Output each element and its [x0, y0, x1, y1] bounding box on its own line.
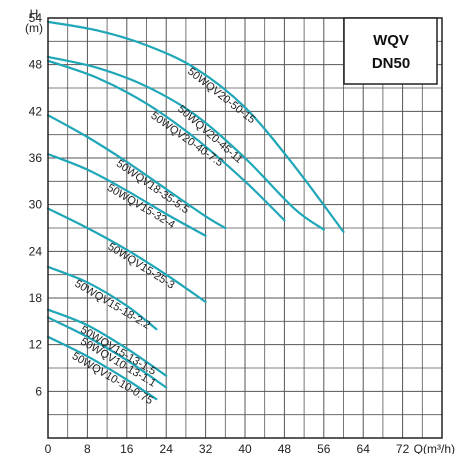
- y-tick-label: 42: [29, 104, 43, 118]
- curve-label-layer: 50WQV20-50-1550WQV20-45-1150WQV20-40-7.5…: [70, 66, 258, 408]
- series-curve: [46, 59, 286, 222]
- x-tick-label: 32: [199, 442, 213, 454]
- series-curve: [46, 153, 207, 237]
- y-tick-label: 48: [29, 58, 43, 72]
- y-tick-label: 36: [29, 151, 43, 165]
- y-tick-label: 6: [35, 384, 42, 398]
- x-tick-label: 72: [396, 442, 410, 454]
- x-tick-label: 24: [160, 442, 174, 454]
- x-tick-label: 64: [357, 442, 371, 454]
- y-tick-label: 30: [29, 198, 43, 212]
- plot-frame: [47, 17, 443, 439]
- grid-layer: [48, 18, 442, 438]
- curve-layer: [46, 20, 345, 401]
- y-tick-label: 54: [29, 11, 43, 25]
- series-curve: [46, 20, 345, 233]
- x-tick-label: 16: [120, 442, 134, 454]
- x-axis-label: Q(m³/h): [414, 442, 455, 454]
- x-tick-label: 0: [45, 442, 52, 454]
- x-tick-label: 56: [317, 442, 331, 454]
- axis-layer: 0 8 16 24 32 40 48 56 64 72 6 12 18 24 30 36 42 48 54 Q(m³/…: [25, 7, 455, 456]
- y-axis-unit: (m): [25, 21, 43, 35]
- title-box: WQV DN50: [343, 17, 438, 85]
- y-tick-label: 24: [29, 244, 43, 258]
- y-tick-label: 12: [29, 338, 43, 352]
- title-line-1: WQV: [373, 32, 409, 49]
- title-line-2: DN50: [372, 55, 410, 72]
- series-curve: [46, 316, 168, 389]
- x-tick-label: 48: [278, 442, 292, 454]
- series-curve: [46, 335, 158, 401]
- series-curve: [46, 265, 158, 331]
- series-curve: [46, 308, 168, 377]
- x-tick-label: 40: [238, 442, 252, 454]
- y-tick-label: 18: [29, 291, 43, 305]
- x-tick-label: 8: [84, 442, 91, 454]
- series-curve: [46, 207, 207, 303]
- series-curve: [46, 55, 325, 231]
- y-axis-label: H: [30, 7, 39, 21]
- series-curve: [46, 114, 227, 230]
